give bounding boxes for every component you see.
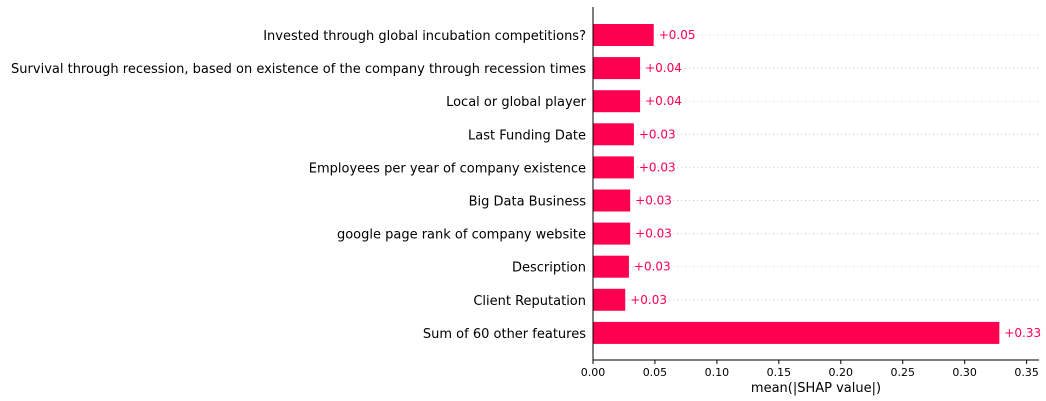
category-labels: Invested through global incubation compe… bbox=[11, 29, 587, 342]
x-tick-label: 0.15 bbox=[767, 366, 792, 379]
x-tick-label: 0.10 bbox=[705, 366, 730, 379]
value-label: +0.03 bbox=[634, 260, 671, 274]
bar bbox=[593, 321, 1000, 344]
category-label: Client Reputation bbox=[473, 294, 586, 309]
category-label: Survival through recession, based on exi… bbox=[11, 62, 586, 77]
bar bbox=[593, 24, 654, 46]
bars bbox=[593, 24, 1000, 344]
grid-lines bbox=[593, 34, 1039, 334]
value-label: +0.03 bbox=[635, 227, 672, 241]
category-label: Big Data Business bbox=[469, 195, 587, 210]
value-label: +0.03 bbox=[630, 293, 667, 307]
category-label: Local or global player bbox=[446, 95, 587, 110]
bar bbox=[593, 123, 634, 146]
category-label: Description bbox=[512, 261, 586, 276]
axes: 0.00 0.05 0.10 0.15 0.20 0.25 0.30 0.35 bbox=[581, 7, 1039, 379]
x-axis-title: mean(|SHAP value|) bbox=[751, 381, 881, 396]
bar bbox=[593, 222, 631, 245]
value-label: +0.03 bbox=[635, 194, 672, 208]
bar bbox=[593, 57, 641, 80]
x-tick-label: 0.00 bbox=[581, 366, 606, 379]
x-tick-label: 0.30 bbox=[952, 366, 977, 379]
category-label: Last Funding Date bbox=[468, 128, 586, 143]
value-label: +0.03 bbox=[639, 127, 676, 141]
category-label: Employees per year of company existence bbox=[309, 161, 586, 176]
bar bbox=[593, 189, 631, 212]
x-tick-label: 0.35 bbox=[1014, 366, 1039, 379]
value-label: +0.03 bbox=[639, 160, 676, 174]
bar bbox=[593, 90, 641, 113]
category-label: Sum of 60 other features bbox=[423, 327, 586, 342]
x-tick-label: 0.20 bbox=[829, 366, 854, 379]
category-label: Invested through global incubation compe… bbox=[263, 29, 586, 44]
value-label: +0.05 bbox=[659, 28, 696, 42]
value-labels: +0.05 +0.04 +0.04 +0.03 +0.03 +0.03 +0.03 +0.03… bbox=[630, 28, 1041, 340]
x-tick-label: 0.05 bbox=[643, 366, 668, 379]
bar bbox=[593, 288, 626, 311]
value-label: +0.33 bbox=[1004, 326, 1041, 340]
category-label: google page rank of company website bbox=[337, 228, 586, 243]
value-label: +0.04 bbox=[645, 61, 682, 75]
x-tick-label: 0.25 bbox=[890, 366, 915, 379]
value-label: +0.04 bbox=[645, 94, 682, 108]
bar bbox=[593, 255, 629, 278]
bar bbox=[593, 156, 634, 179]
